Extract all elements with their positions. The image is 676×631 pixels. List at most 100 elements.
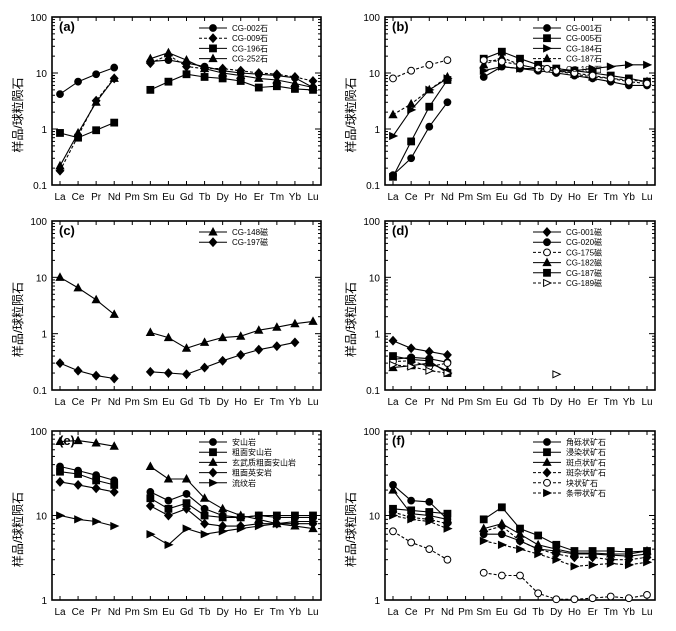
data-point [425,545,434,554]
legend-marker [542,227,552,237]
data-point [479,66,489,75]
legend-label: CG-001石 [566,24,602,33]
x-tick-label: Pm [458,607,473,618]
legend-label: CG-005石 [566,34,602,43]
x-tick-label: Nd [108,397,121,408]
series-line [392,77,448,137]
data-point [200,362,210,373]
x-tick-label: Tb [199,607,211,618]
series-line [392,340,448,356]
data-point [479,568,488,577]
legend-marker [208,237,218,248]
data-point [291,511,299,520]
data-point [407,137,416,146]
data-point [425,102,434,111]
x-tick-label: Sm [143,397,158,408]
legend-marker [543,478,551,487]
data-point [218,67,228,77]
x-tick-label: Tm [270,192,284,203]
data-point [254,344,264,355]
legend-marker [543,44,553,53]
y-axis-label: 样品/球粒陨石 [343,77,358,152]
data-point [182,369,191,380]
data-point [55,358,65,369]
y-tick-label: 0.1 [366,181,380,192]
legend-marker [543,268,551,277]
x-tick-label: Nd [441,607,454,618]
data-point [182,503,191,514]
plot-frame [51,220,322,391]
data-point [643,60,653,69]
data-point [406,343,416,354]
data-point [109,309,119,318]
data-point [200,504,209,513]
data-point [407,515,417,524]
x-tick-label: Lu [641,192,652,203]
series-line [392,360,448,368]
legend-marker [543,488,553,498]
legend-label: CG-189磁 [566,278,602,288]
data-point [272,511,281,520]
data-point [407,154,416,163]
x-tick-label: Lu [641,607,652,618]
series-line [59,78,115,167]
data-point [163,510,173,521]
data-point [254,521,264,531]
data-point [254,83,263,92]
data-point [570,69,579,77]
x-tick-label: Yb [289,397,302,408]
data-point [424,346,434,357]
x-tick-label: La [387,192,399,203]
data-point [55,272,65,281]
data-point [200,530,210,539]
data-point [56,467,64,476]
data-point [443,555,452,564]
series-line [483,506,648,553]
panel-b: 0.1 1 10 100 La Ce Pr Nd Pm Sm Eu Gd Tb Dy Ho Er Tm Yb Lu 样… [343,13,656,203]
data-point [497,530,506,539]
data-point [91,438,101,447]
series-5 [56,511,319,549]
series-line [150,491,313,518]
x-tick-label: Er [254,607,265,618]
data-point [479,515,488,524]
data-point [425,356,434,365]
series-4 [388,507,652,565]
legend-marker [543,278,553,288]
y-tick-label: 0.1 [33,181,47,192]
data-point [218,503,228,513]
data-point [588,560,598,570]
data-point [389,360,399,369]
data-point [534,589,543,598]
data-point [74,77,82,86]
legend-label: CG-020磁 [566,237,602,247]
data-point [146,488,155,496]
legend-marker [209,24,217,32]
data-point [588,64,598,73]
y-tick-label: 10 [36,69,48,80]
series-line [150,497,313,518]
data-point [91,294,101,304]
x-tick-label: Tm [603,397,617,408]
x-tick-label: Tb [199,192,211,203]
x-tick-label: La [54,397,66,408]
legend-marker [543,448,551,457]
x-tick-label: Tm [603,607,617,618]
data-point [91,370,101,381]
series-1 [388,335,452,360]
data-point [425,366,435,375]
series-line [392,511,448,525]
data-point [181,55,192,64]
y-tick-label: 100 [363,13,380,24]
x-tick-label: Dy [550,397,562,408]
legend-label: CG-182磁 [566,258,602,268]
x-tick-label: Gd [513,192,526,203]
series-6 [389,511,653,571]
data-point [236,349,246,360]
x-tick-label: Tb [532,192,544,203]
y-tick-label: 1 [41,125,47,136]
x-tick-label: Gd [180,192,193,203]
legend-label: 流纹岩 [232,478,256,488]
